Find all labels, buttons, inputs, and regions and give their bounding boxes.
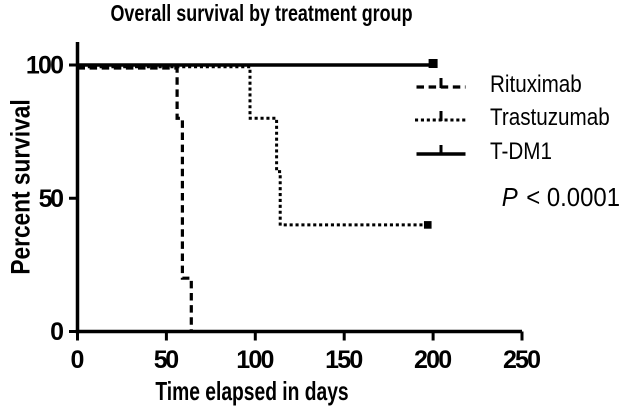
p-symbol: P xyxy=(501,182,518,212)
x-tick-label: 100 xyxy=(236,346,274,374)
legend-item-rituximab: Rituximab xyxy=(415,71,597,98)
x-axis-title: Time elapsed in days xyxy=(155,376,349,406)
chart-title: Overall survival by treatment group xyxy=(110,0,413,26)
legend-line-sample-solid xyxy=(416,144,466,156)
legend-label: Trastuzumab xyxy=(490,104,610,132)
legend-label: T-DM1 xyxy=(490,137,552,165)
end-censor-marker-trastuzumab xyxy=(423,221,432,229)
legend-label: Rituximab xyxy=(490,71,582,98)
p-comparison-text: < 0.0001 xyxy=(519,182,620,212)
end-censor-marker-t-dm1 xyxy=(428,59,438,68)
x-tick-label: 250 xyxy=(503,346,541,374)
y-tick-label: 0 xyxy=(50,318,64,346)
y-axis-title: Percent survival xyxy=(5,99,36,275)
x-tick-label: 50 xyxy=(154,346,179,374)
x-tick-label: 0 xyxy=(71,346,85,374)
survival-curve-rituximab xyxy=(77,66,193,332)
x-tick-label: 150 xyxy=(325,346,363,374)
legend-line-sample-dashed xyxy=(416,78,466,89)
survival-curve-trastuzumab xyxy=(76,65,430,227)
x-tick-label: 200 xyxy=(414,346,452,374)
y-tick-label: 50 xyxy=(39,185,64,213)
p-value-annotation: P < 0.0001 xyxy=(482,182,620,213)
legend-item-trastuzumab: Trastuzumab xyxy=(415,104,622,131)
y-tick-label: 100 xyxy=(26,52,64,80)
legend-item-t-dm1: T-DM1 xyxy=(415,138,562,165)
legend-line-sample-dotted xyxy=(415,111,467,122)
legend: Rituximab Trastuzumab T-DM1 xyxy=(415,69,622,184)
